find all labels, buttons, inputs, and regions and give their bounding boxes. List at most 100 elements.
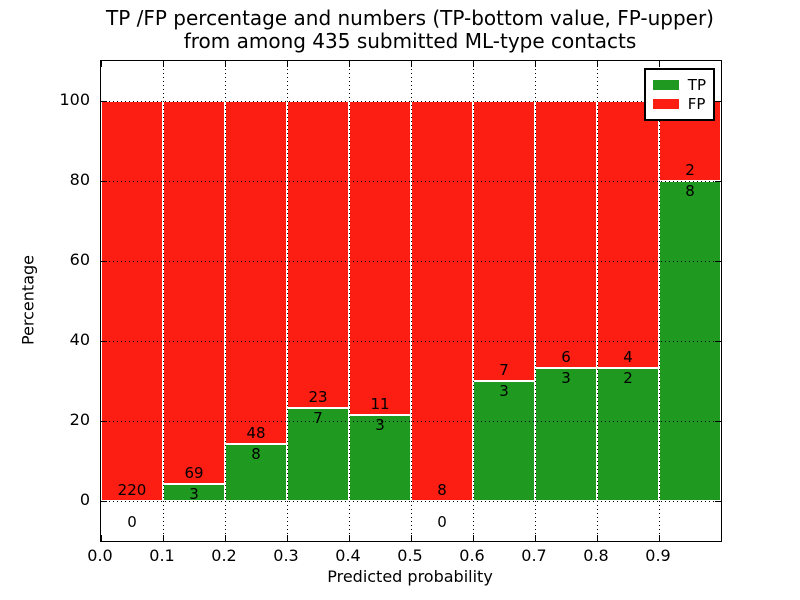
chart-title-line1: TP /FP percentage and numbers (TP-bottom… (106, 6, 714, 30)
fp-bar-segment (535, 101, 597, 368)
x-tick-label: 0.6 (459, 546, 485, 565)
legend-entry-tp: TP (652, 76, 706, 94)
x-tick-mark-top (163, 61, 164, 67)
fp-swatch-icon (652, 99, 679, 109)
tp-count-label: 3 (375, 416, 385, 435)
fp-bar-segment (473, 101, 535, 381)
x-tick-mark-top (101, 61, 102, 67)
fp-count-label: 6 (561, 347, 571, 366)
y-tick-mark (101, 181, 107, 182)
x-tick-mark (659, 535, 660, 541)
v-gridline (535, 61, 536, 541)
tp-bar-segment (349, 415, 411, 501)
fp-count-label: 2 (685, 161, 695, 179)
x-tick-label: 0.5 (397, 546, 423, 565)
y-tick-label: 20 (69, 410, 90, 429)
fp-count-label: 23 (308, 387, 328, 406)
fp-count-label: 8 (437, 481, 447, 499)
v-gridline (163, 61, 164, 541)
y-tick-mark-right (715, 261, 721, 262)
x-tick-label: 0.4 (335, 546, 361, 565)
y-tick-mark-right (715, 421, 721, 422)
x-tick-label: 0.9 (645, 546, 671, 565)
x-tick-label: 0.0 (87, 546, 113, 565)
x-tick-mark (535, 535, 536, 541)
bars-layer (101, 61, 721, 541)
grid-layer (101, 61, 721, 541)
v-gridline (473, 61, 474, 541)
legend: TP FP (643, 68, 715, 121)
fp-count-label: 4 (623, 347, 633, 366)
x-tick-mark (473, 535, 474, 541)
fp-bar-segment (411, 101, 473, 501)
y-tick-mark (101, 421, 107, 422)
v-gridline (349, 61, 350, 541)
v-gridline (411, 61, 412, 541)
tp-count-label: 8 (251, 444, 261, 463)
x-tick-mark-top (411, 61, 412, 67)
x-tick-mark (287, 535, 288, 541)
x-tick-label: 0.2 (211, 546, 237, 565)
fp-count-label: 220 (117, 481, 147, 499)
x-tick-mark (349, 535, 350, 541)
x-axis-label: Predicted probability (327, 567, 493, 586)
tick-marks-layer (101, 61, 721, 541)
fp-count-label: 7 (499, 361, 509, 379)
fp-bar-segment (349, 101, 411, 416)
annotations-layer: 220 0 69 3 48 8 23 7 11 3 8 0 7 3 6 3 4 2 2 8 (101, 61, 721, 541)
tp-count-label: 2 (623, 368, 633, 387)
x-tick-label: 0.3 (273, 546, 299, 565)
legend-label: TP (687, 76, 706, 94)
x-tick-mark-top (597, 61, 598, 67)
y-tick-mark (101, 261, 107, 262)
fp-bar-segment (163, 101, 225, 485)
x-tick-mark-top (287, 61, 288, 67)
fp-count-label: 69 (184, 464, 204, 483)
v-gridline (287, 61, 288, 541)
y-tick-label: 0 (79, 490, 90, 509)
y-tick-mark-right (715, 501, 721, 502)
tp-count-label: 3 (189, 485, 199, 504)
legend-label: FP (687, 95, 706, 113)
x-tick-mark (163, 535, 164, 541)
tp-bar-segment (597, 367, 659, 501)
tp-count-label: 3 (499, 382, 509, 400)
y-tick-label: 100 (59, 90, 90, 109)
y-tick-mark (101, 501, 107, 502)
plot-area: 220 0 69 3 48 8 23 7 11 3 8 0 7 3 6 3 4 2 2 8 TP FP (100, 60, 722, 542)
y-tick-label: 40 (69, 330, 90, 349)
legend-entry-fp: FP (652, 95, 706, 113)
y-tick-label: 60 (69, 250, 90, 269)
x-tick-mark-top (659, 61, 660, 67)
tp-count-label: 0 (437, 513, 447, 531)
x-tick-label: 0.1 (149, 546, 175, 565)
x-tick-mark-top (349, 61, 350, 67)
x-tick-mark (225, 535, 226, 541)
x-tick-label: 0.7 (521, 546, 547, 565)
fp-bar-segment (225, 101, 287, 444)
y-tick-mark (101, 341, 107, 342)
fp-bar-segment (597, 101, 659, 368)
y-tick-mark-right (715, 101, 721, 102)
y-tick-mark-right (715, 181, 721, 182)
v-gridline (659, 61, 660, 541)
x-tick-mark-top (535, 61, 536, 67)
y-tick-label: 80 (69, 170, 90, 189)
tp-swatch-icon (652, 80, 679, 90)
tp-count-label: 0 (127, 513, 137, 531)
x-tick-mark (597, 535, 598, 541)
x-tick-mark-top (473, 61, 474, 67)
x-tick-mark (411, 535, 412, 541)
y-tick-mark-right (715, 341, 721, 342)
tp-count-label: 8 (685, 182, 695, 200)
tp-count-label: 7 (313, 408, 323, 427)
chart-title-line2: from among 435 submitted ML-type contact… (183, 29, 637, 53)
x-tick-label: 0.8 (583, 546, 609, 565)
y-tick-mark (101, 101, 107, 102)
x-tick-mark-top (225, 61, 226, 67)
x-tick-mark (101, 535, 102, 541)
v-gridline (597, 61, 598, 541)
tp-count-label: 3 (561, 368, 571, 387)
v-gridline (225, 61, 226, 541)
